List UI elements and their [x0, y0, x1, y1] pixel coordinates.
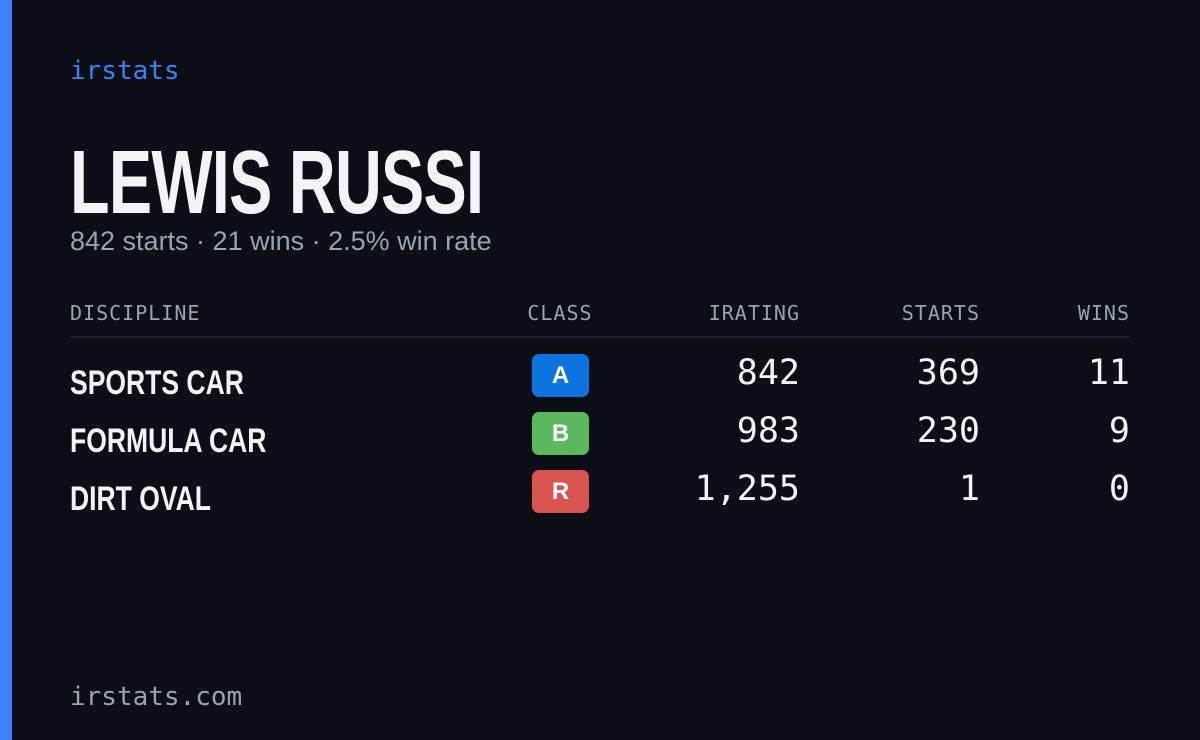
accent-bar: [0, 0, 12, 740]
wins: 11: [1087, 353, 1130, 393]
starts: 1: [958, 469, 980, 509]
class-badge: B: [532, 412, 589, 455]
irating: 842: [736, 353, 800, 393]
class-badge: A: [532, 354, 589, 397]
class-badge: R: [532, 470, 589, 513]
wins: 9: [1108, 411, 1130, 451]
column-header: STARTS: [901, 301, 980, 325]
column-header: WINS: [1077, 301, 1130, 325]
discipline: FORMULA CAR: [70, 422, 267, 460]
starts: 230: [916, 411, 980, 451]
footer-link: irstats.com: [70, 682, 243, 712]
irating: 1,255: [694, 469, 800, 509]
wins: 0: [1108, 469, 1130, 509]
discipline: SPORTS CAR: [70, 364, 244, 402]
starts: 369: [916, 353, 980, 393]
column-header: IRATING: [708, 301, 800, 325]
irating: 983: [736, 411, 800, 451]
column-header: CLASS: [527, 301, 593, 325]
driver-summary: 842 starts · 21 wins · 2.5% win rate: [70, 226, 492, 256]
brand: irstats: [70, 56, 180, 86]
discipline: DIRT OVAL: [70, 480, 211, 518]
header-rule: [70, 336, 1130, 338]
column-header: DISCIPLINE: [70, 301, 201, 325]
driver-name: LEWIS RUSSI: [70, 133, 484, 233]
